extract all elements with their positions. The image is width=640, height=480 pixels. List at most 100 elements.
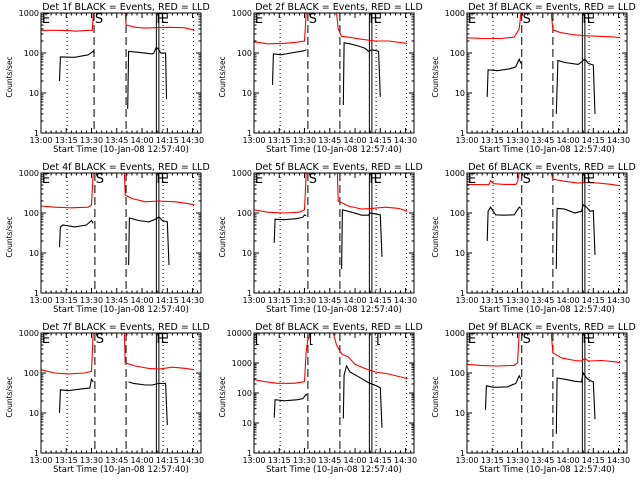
- event-label: F: [156, 12, 163, 27]
- x-tick-label: 13:00: [455, 296, 478, 305]
- event-label: E: [255, 172, 263, 187]
- y-tick-label: 10: [455, 409, 465, 418]
- panel-det-7f: Det 7f BLACK = Events, RED = LLD 1 10 100 10…: [5, 322, 210, 475]
- event-label: E: [587, 172, 595, 187]
- x-tick-label: 13:15: [268, 456, 291, 465]
- x-tick-label: 13:30: [506, 456, 529, 465]
- x-tick-label: 13:00: [29, 136, 52, 145]
- x-tick-label: 14:00: [344, 296, 367, 305]
- x-tick-label: 13:15: [481, 296, 504, 305]
- x-tick-label: 13:30: [293, 296, 316, 305]
- series-lld-line: [253, 332, 312, 384]
- y-tick-label: 1: [34, 289, 39, 298]
- panel-title: Det 4f BLACK = Events, RED = LLD: [42, 162, 210, 173]
- x-tick-label: 13:00: [455, 456, 478, 465]
- series-lld-line: [253, 12, 307, 45]
- x-axis-label: Start Time (10-Jan-08 12:57:40): [479, 145, 615, 155]
- x-tick-label: 14:15: [582, 136, 605, 145]
- x-tick-label: 13:30: [80, 296, 103, 305]
- x-axis-label: Start Time (10-Jan-08 12:57:40): [266, 145, 402, 155]
- x-tick-label: 13:30: [80, 136, 103, 145]
- panel-det-6f: Det 6f BLACK = Events, RED = LLD 1 10 100 10…: [431, 162, 636, 315]
- x-tick-label: 14:00: [557, 136, 580, 145]
- y-axis-label: Counts/sec: [218, 56, 227, 97]
- panel-det-1f: Det 1f BLACK = Events, RED = LLD 1 10 100 10…: [5, 2, 210, 155]
- y-tick-label: 1: [247, 449, 252, 458]
- x-tick-label: 14:30: [181, 136, 204, 145]
- x-axis-label: Start Time (10-Jan-08 12:57:40): [53, 305, 189, 315]
- series-lld-line: [550, 12, 621, 39]
- x-tick-label: 13:00: [242, 296, 265, 305]
- y-tick-label: 1000: [232, 169, 252, 178]
- series-lld-line: [550, 172, 621, 187]
- event-label: S: [523, 12, 531, 27]
- series-lld-line: [466, 12, 522, 40]
- event-label: S: [523, 332, 531, 347]
- series-events-line: [484, 374, 522, 410]
- x-axis-label: Start Time (10-Jan-08 12:57:40): [266, 465, 402, 475]
- event-label: F: [156, 332, 163, 347]
- y-tick-label: 1: [460, 449, 465, 458]
- x-axis-label: Start Time (10-Jan-08 12:57:40): [53, 145, 189, 155]
- series-events-line: [58, 219, 94, 248]
- series-lld-line: [332, 332, 408, 380]
- event-label: F: [156, 172, 163, 187]
- event-label: F: [369, 172, 376, 187]
- event-label: E: [468, 12, 476, 27]
- y-tick-label: 100: [450, 369, 465, 378]
- y-tick-label: 100: [450, 209, 465, 218]
- series-events-line: [342, 42, 381, 106]
- y-tick-label: 1: [247, 129, 252, 138]
- y-tick-label: 1000: [19, 329, 39, 338]
- plot-frame: [466, 12, 628, 134]
- event-label: E: [255, 12, 263, 27]
- series-events-line: [555, 58, 596, 114]
- panel-det-2f: Det 2f BLACK = Events, RED = LLD 1 10 100 10…: [218, 2, 423, 155]
- series-events-line: [555, 371, 596, 434]
- event-label: S: [95, 12, 103, 27]
- panel-title: Det 9f BLACK = Events, RED = LLD: [468, 322, 636, 333]
- x-tick-label: 13:45: [105, 456, 128, 465]
- event-label: [: [376, 332, 381, 347]
- y-tick-label: 1000: [232, 9, 252, 18]
- panel-title: Det 7f BLACK = Events, RED = LLD: [42, 322, 210, 333]
- x-tick-label: 13:15: [55, 456, 78, 465]
- x-tick-label: 13:00: [242, 456, 265, 465]
- y-tick-label: 100: [24, 209, 39, 218]
- series-lld-line: [335, 12, 408, 44]
- x-tick-label: 13:15: [481, 136, 504, 145]
- x-tick-label: 14:15: [582, 456, 605, 465]
- series-events-line: [128, 216, 170, 266]
- plot-frame: [253, 332, 415, 454]
- event-label: S: [309, 12, 317, 27]
- y-tick-label: 10: [242, 419, 252, 428]
- event-label: E: [42, 12, 50, 27]
- y-axis-label: Counts/sec: [5, 56, 14, 97]
- panel-det-3f: Det 3f BLACK = Events, RED = LLD 1 10 100 10…: [431, 2, 636, 155]
- x-tick-label: 13:15: [268, 136, 291, 145]
- x-tick-label: 14:00: [344, 136, 367, 145]
- series-lld-line: [466, 332, 520, 367]
- series-lld-line: [123, 172, 195, 206]
- y-tick-label: 100: [24, 369, 39, 378]
- series-events-line: [58, 50, 95, 82]
- y-tick-label: 10: [455, 249, 465, 258]
- x-tick-label: 14:30: [394, 296, 417, 305]
- x-tick-label: 13:30: [506, 136, 529, 145]
- event-label: E: [587, 12, 595, 27]
- x-tick-label: 13:30: [80, 456, 103, 465]
- x-axis-label: Start Time (10-Jan-08 12:57:40): [266, 305, 402, 315]
- y-tick-label: 1: [460, 129, 465, 138]
- y-tick-label: 1000: [445, 169, 465, 178]
- panel-title: Det 6f BLACK = Events, RED = LLD: [468, 162, 636, 173]
- event-label: E: [42, 332, 50, 347]
- event-label: E: [161, 12, 169, 27]
- panel-title: Det 5f BLACK = Events, RED = LLD: [255, 162, 423, 173]
- y-axis-label: Counts/sec: [431, 216, 440, 257]
- series-events-line: [273, 214, 307, 243]
- x-axis-label: Start Time (10-Jan-08 12:57:40): [479, 305, 615, 315]
- x-tick-label: 13:45: [318, 296, 341, 305]
- x-tick-label: 14:15: [156, 296, 179, 305]
- event-label: S: [523, 172, 531, 187]
- y-axis-label: Counts/sec: [218, 216, 227, 257]
